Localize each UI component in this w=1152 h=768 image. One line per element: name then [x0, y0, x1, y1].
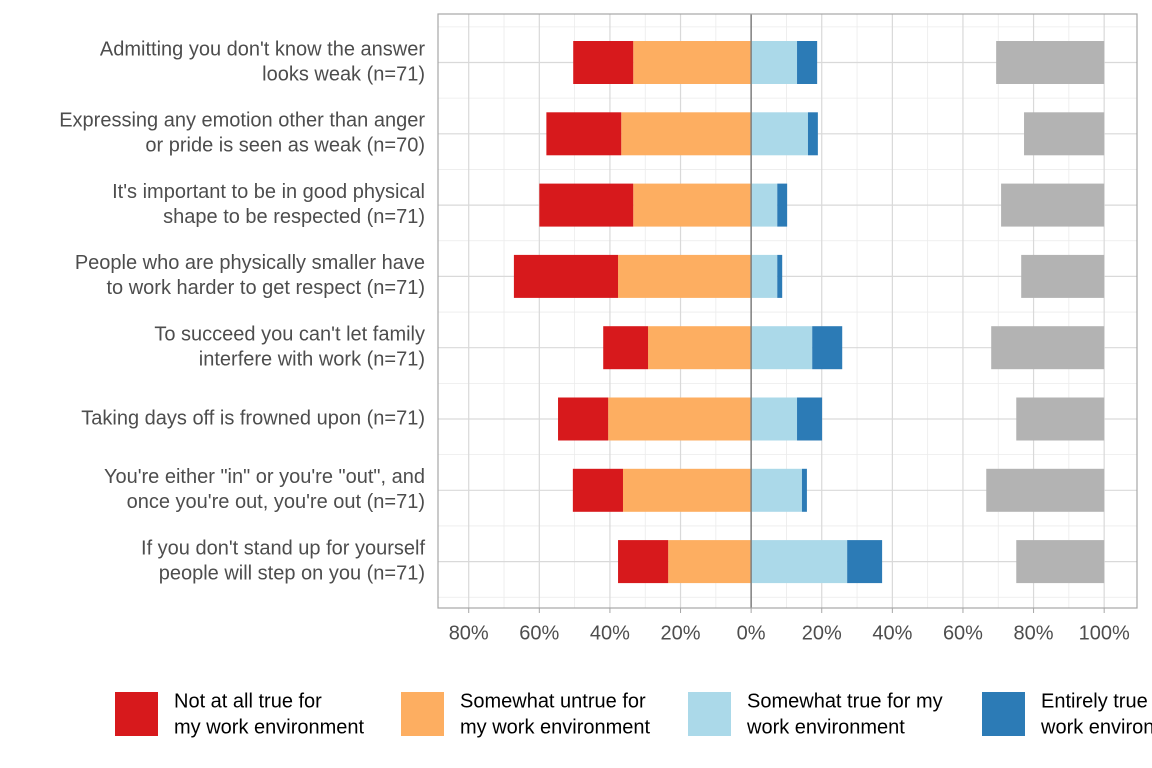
bar: [751, 326, 813, 370]
y-tick-label: Expressing any emotion other than anger o…: [59, 110, 425, 157]
bar: [751, 397, 798, 441]
bar: [807, 112, 818, 156]
bar: [539, 183, 634, 227]
bar: [797, 41, 818, 84]
bar: [546, 112, 622, 156]
neutral-bar: [991, 326, 1105, 370]
y-tick-label: Taking days off is frowned upon (n=71): [81, 407, 425, 429]
legend-swatch: [115, 692, 158, 736]
bar: [777, 183, 788, 227]
bar: [668, 540, 752, 584]
x-tick-label: 80%: [1014, 622, 1054, 644]
bar: [751, 540, 848, 584]
bar: [812, 326, 843, 370]
bar: [797, 397, 823, 441]
legend-swatch: [688, 692, 731, 736]
bar: [801, 468, 807, 512]
legend-label: Not at all true for my work environment: [174, 690, 365, 738]
legend-label: Somewhat true for my work environment: [746, 690, 943, 738]
neutral-bar: [996, 41, 1105, 84]
bar: [751, 254, 778, 298]
neutral-bar: [1016, 397, 1105, 441]
x-tick-label: 60%: [519, 622, 559, 644]
neutral-bar: [1024, 112, 1105, 156]
neutral-bar: [1001, 183, 1105, 227]
bar: [633, 183, 752, 227]
y-tick-label: To succeed you can't let family interfere…: [154, 323, 425, 370]
bar: [633, 41, 752, 84]
bar: [751, 183, 778, 227]
bar: [618, 540, 669, 584]
plot-background: [438, 14, 1137, 608]
x-tick-label: 20%: [802, 622, 842, 644]
bar: [558, 397, 609, 441]
bar: [618, 254, 752, 298]
y-tick-label: It's important to be in good physical sha…: [112, 181, 425, 228]
neutral-bar: [1016, 540, 1105, 584]
legend-swatch: [401, 692, 444, 736]
bar: [572, 468, 623, 512]
neutral-bar: [1021, 254, 1105, 298]
bar: [608, 397, 752, 441]
bar: [847, 540, 883, 584]
bar: [622, 468, 752, 512]
y-tick-label: You're either "in" or you're "out", and o…: [104, 466, 425, 513]
x-tick-label: 60%: [943, 622, 983, 644]
y-tick-label: People who are physically smaller have to…: [75, 252, 425, 299]
legend-label: Somewhat untrue for my work environment: [460, 690, 651, 738]
plot-border: [437, 13, 1138, 609]
bar: [573, 41, 634, 84]
bar: [648, 326, 752, 370]
y-tick-label: If you don't stand up for yourself people…: [141, 537, 425, 584]
x-tick-label: 0%: [737, 622, 766, 644]
bar: [513, 254, 619, 298]
bar: [751, 468, 802, 512]
bar: [777, 254, 783, 298]
bar: [621, 112, 752, 156]
neutral-bar: [986, 468, 1105, 512]
x-tick-label: 20%: [661, 622, 701, 644]
y-tick-label: Admitting you don't know the answer looks…: [100, 38, 425, 85]
x-tick-label: 40%: [872, 622, 912, 644]
bar: [751, 112, 808, 156]
bar: [751, 41, 798, 84]
x-tick-label: 100%: [1079, 622, 1130, 644]
legend-swatch: [982, 692, 1025, 736]
x-tick-label: 40%: [590, 622, 630, 644]
bar: [603, 326, 649, 370]
x-tick-label: 80%: [449, 622, 489, 644]
